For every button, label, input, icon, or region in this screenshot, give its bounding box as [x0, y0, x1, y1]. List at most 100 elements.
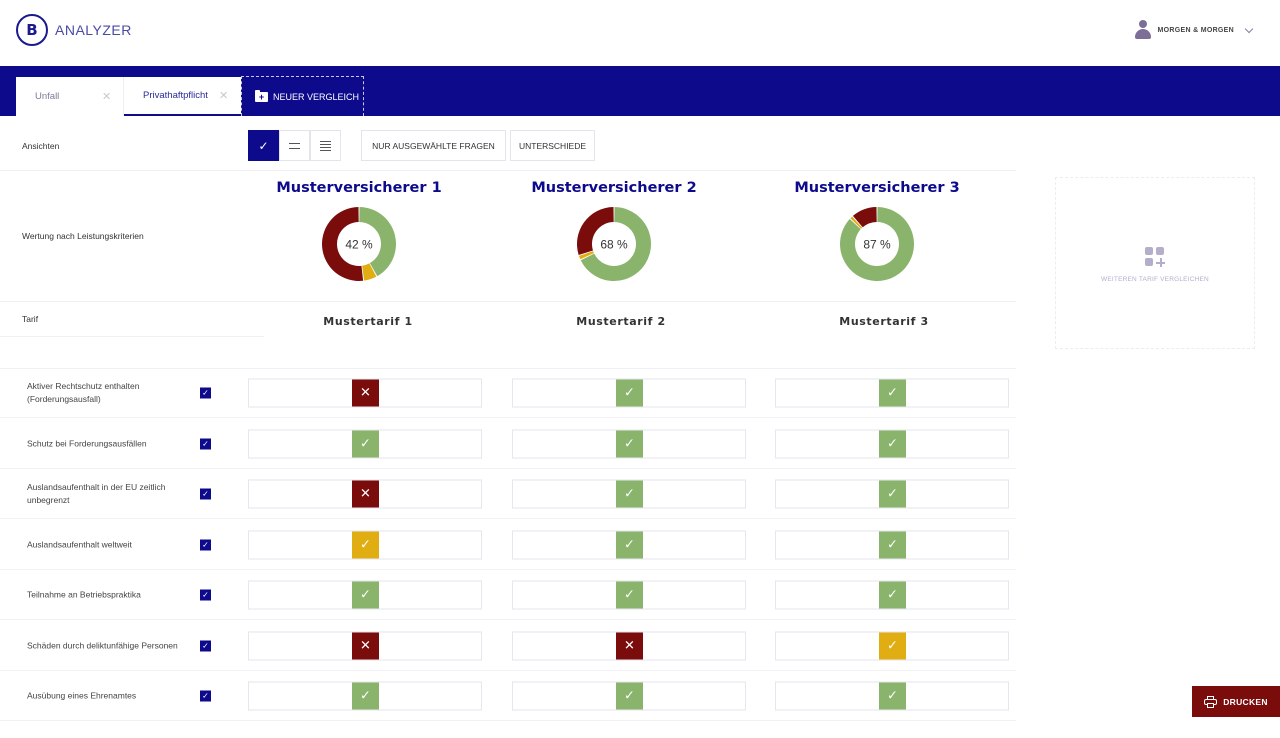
divider — [0, 467, 1016, 469]
close-icon[interactable]: ✕ — [102, 91, 112, 103]
new-comparison-button[interactable]: + NEUER VERGLEICH — [241, 76, 364, 116]
equals-icon — [289, 142, 300, 149]
criteria-row: Schäden durch deliktunfähige Personen ✓ ✕ ✕… — [0, 621, 1016, 671]
user-menu[interactable]: MORGEN & MORGEN — [1134, 20, 1254, 40]
check-icon: ✓ — [879, 682, 906, 710]
divider — [0, 417, 1016, 418]
cross-icon: ✕ — [352, 480, 379, 508]
insurer-name: Musterversicherer 1 — [276, 180, 442, 196]
criteria-row: Aktiver Rechtschutz enthalten (Forderung… — [0, 368, 1016, 418]
criteria-checkbox[interactable]: ✓ — [200, 488, 211, 500]
donut-slice-nicht-erfüllt — [577, 207, 614, 255]
result-cell-insurer-1: ✓ — [248, 580, 482, 610]
criteria-row: Ausübung eines Ehrenamtes ✓ ✓ ✓ ✓ — [0, 671, 1016, 721]
criteria-label: Auslandsaufenthalt in der EU zeitlich un… — [27, 482, 166, 505]
criteria-checkbox[interactable]: ✓ — [200, 387, 211, 399]
logo[interactable]: B ANALYZER — [16, 14, 132, 46]
tab-unfall[interactable]: Unfall ✕ — [16, 77, 124, 116]
criteria-row: Auslandsaufenthalt in der EU zeitlich un… — [0, 469, 1016, 519]
tab-privathaftpflicht[interactable]: Privathaftpflicht ✕ — [124, 77, 241, 116]
new-comparison-label: NEUER VERGLEICH — [273, 91, 360, 102]
result-cell-insurer-2: ✓ — [512, 580, 746, 610]
cross-icon: ✕ — [352, 632, 379, 659]
result-cell-insurer-1: ✕ — [248, 631, 482, 660]
criteria-row: Teilnahme an Betriebspraktika ✓ ✓ ✓ ✓ — [0, 570, 1016, 620]
check-icon: ✓ — [352, 430, 379, 457]
result-cell-insurer-2: ✓ — [512, 681, 746, 711]
divider — [0, 619, 1016, 620]
check-icon: ✓ — [616, 480, 643, 508]
divider — [0, 669, 1016, 671]
view-toggle-group: ✓ — [248, 130, 341, 161]
check-icon: ✓ — [879, 480, 906, 508]
check-icon: ✓ — [616, 379, 643, 407]
tab-bar: Unfall ✕ Privathaftpflicht ✕ + NEUER VER… — [0, 66, 1280, 116]
result-cell-insurer-1: ✓ — [248, 530, 482, 559]
insurer-column-3: Musterversicherer 3 87 % — [767, 180, 987, 284]
donut-slice-erfüllt — [840, 207, 914, 281]
views-label: Ansichten — [22, 141, 60, 151]
criteria-label: Auslandsaufenthalt weltweit — [27, 539, 132, 549]
insurer-column-1: Musterversicherer 1 42 % — [249, 180, 469, 284]
criteria-label: Schäden durch deliktunfähige Personen — [27, 640, 178, 650]
check-icon: ✓ — [616, 682, 643, 710]
tariff-name-1: Mustertarif 1 — [323, 315, 413, 328]
result-cell-insurer-2: ✓ — [512, 429, 746, 458]
check-icon: ✓ — [879, 581, 906, 609]
close-icon[interactable]: ✕ — [219, 90, 229, 102]
criteria-label: Schutz bei Forderungsausfällen — [27, 438, 147, 448]
criteria-checkbox[interactable]: ✓ — [200, 539, 211, 550]
result-cell-insurer-3: ✓ — [775, 631, 1009, 660]
score-donut-1: 42 % — [321, 207, 396, 281]
result-cell-insurer-1: ✓ — [248, 681, 482, 711]
tariff-name-3: Mustertarif 3 — [839, 315, 929, 328]
criteria-checkbox[interactable]: ✓ — [200, 640, 211, 651]
user-name: MORGEN & MORGEN — [1157, 26, 1234, 34]
add-tariff-button[interactable]: WEITEREN TARIF VERGLEICHEN — [1055, 177, 1255, 349]
criteria-row: Schutz bei Forderungsausfällen ✓ ✓ ✓ ✓ — [0, 419, 1016, 469]
printer-icon — [1204, 695, 1218, 708]
check-icon: ✓ — [258, 138, 269, 153]
score-label: 87 % — [863, 238, 891, 252]
view-compact-button[interactable] — [279, 130, 310, 161]
criteria-row: Auslandsaufenthalt weltweit ✓ ✓ ✓ ✓ — [0, 520, 1016, 570]
add-grid-icon — [1145, 247, 1165, 267]
user-icon — [1134, 20, 1152, 40]
selected-questions-button[interactable]: NUR AUSGEWÄHLTE FRAGEN — [361, 130, 506, 161]
criteria-checkbox[interactable]: ✓ — [200, 438, 211, 449]
tariff-name-2: Mustertarif 2 — [576, 315, 666, 328]
check-icon: ✓ — [879, 379, 906, 407]
result-cell-insurer-1: ✕ — [248, 378, 482, 408]
list-lines-icon — [320, 140, 331, 151]
result-cell-insurer-1: ✓ — [248, 429, 482, 458]
score-donut-3: 87 % — [840, 207, 914, 281]
criteria-checkbox[interactable]: ✓ — [200, 690, 211, 702]
tab-label: Privathaftpflicht — [143, 90, 208, 101]
result-cell-insurer-2: ✕ — [512, 631, 746, 660]
donut-slice-nicht-erfüllt — [852, 207, 877, 228]
divider — [0, 368, 1016, 369]
result-cell-insurer-3: ✓ — [775, 580, 1009, 610]
folder-plus-icon: + — [255, 89, 268, 102]
divider — [0, 301, 1016, 302]
result-cell-insurer-3: ✓ — [775, 429, 1009, 458]
insurer-name: Musterversicherer 2 — [531, 180, 697, 196]
cross-icon: ✕ — [616, 632, 643, 659]
print-button[interactable]: DRUCKEN — [1192, 686, 1280, 717]
cross-icon: ✕ — [352, 379, 379, 407]
app-header: B ANALYZER MORGEN & MORGEN — [0, 0, 1280, 66]
view-check-button[interactable]: ✓ — [248, 130, 279, 161]
differences-button[interactable]: UNTERSCHIEDE — [510, 130, 595, 161]
donut-slice-nicht-erfüllt — [321, 207, 364, 281]
view-detailed-button[interactable] — [310, 130, 341, 161]
logo-mark-icon: B — [16, 14, 48, 46]
tariff-label: Tarif — [22, 314, 39, 324]
score-label: 42 % — [345, 238, 373, 252]
donut-slice-teilweise — [850, 216, 863, 229]
chevron-down-icon — [1244, 24, 1254, 33]
check-icon: ✓ — [616, 531, 643, 558]
result-cell-insurer-3: ✓ — [775, 378, 1009, 408]
criteria-label: Aktiver Rechtschutz enthalten (Forderung… — [27, 381, 140, 404]
criteria-checkbox[interactable]: ✓ — [200, 589, 211, 601]
check-icon: ✓ — [352, 581, 379, 609]
